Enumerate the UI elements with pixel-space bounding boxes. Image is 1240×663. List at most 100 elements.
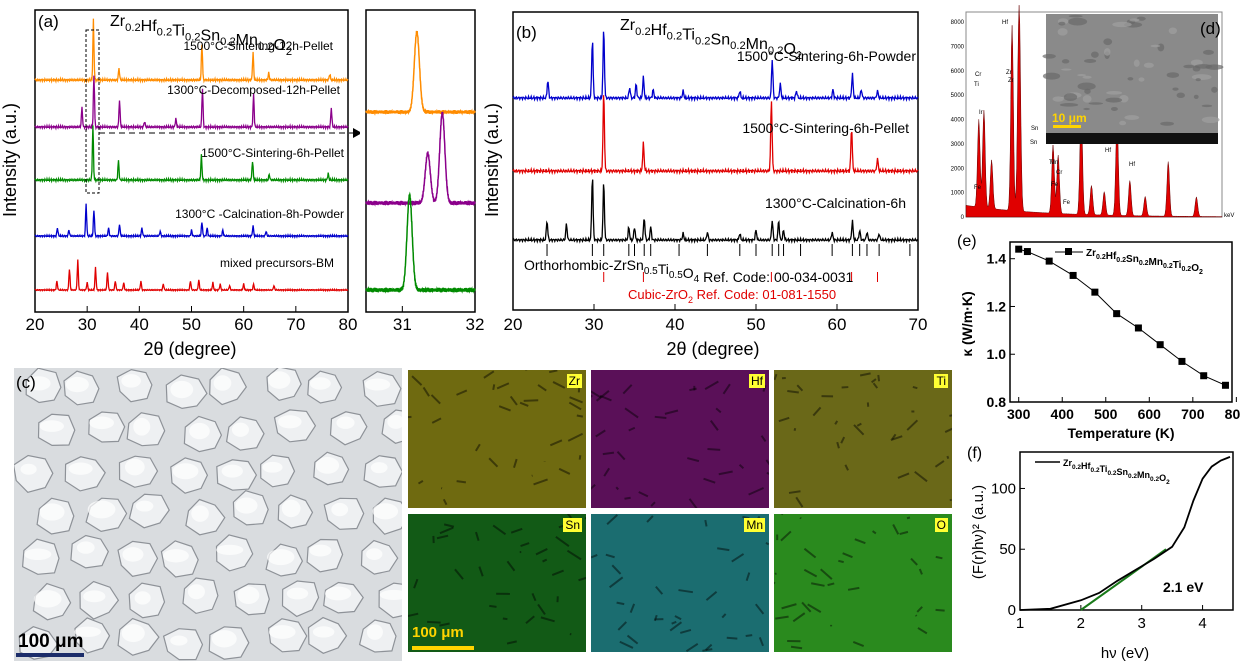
grain-boundary [549, 439, 563, 447]
grain-boundary [489, 604, 497, 608]
grain-boundary [519, 401, 529, 407]
tick-label: 30 [78, 315, 97, 334]
grain-highlight [331, 502, 349, 517]
element-label: Hf [1002, 20, 1008, 26]
x-unit: keV [1224, 213, 1234, 219]
grain-boundary [705, 591, 718, 601]
grain-boundary [502, 617, 508, 621]
element-label: Fe [1051, 182, 1059, 188]
grain-boundary [558, 467, 571, 475]
grain-boundary [949, 414, 952, 417]
y-axis-label: Intensity (a.u.) [0, 103, 20, 217]
series-label: 1300°C-Decomposed-12h-Pellet [167, 83, 341, 97]
tick-label: 31 [393, 315, 412, 334]
series-labels: 1500°C-Sintering-6h-Powder 1500°C-Sinteri… [737, 48, 916, 211]
grain-boundary [431, 417, 442, 424]
tick-label: 5000 [951, 93, 965, 99]
grain-boundary [758, 637, 764, 647]
element-label: Sn [1030, 140, 1037, 146]
panel-label: (b) [516, 23, 537, 42]
grain-boundary [790, 645, 803, 650]
formula-text: Zr0.2Hf0.2Ti0.2Sn0.2Mn0.2O2 [110, 13, 292, 58]
grain-boundary [807, 603, 822, 613]
texture-spot [1068, 14, 1083, 18]
grain-boundary [567, 432, 584, 442]
grain-highlight [366, 624, 383, 640]
panel-label: (f) [967, 445, 982, 462]
series-label: 1500°C-Sintering-6h-Powder [737, 48, 916, 64]
grain-highlight [309, 544, 332, 557]
grain-boundary [742, 516, 750, 520]
element-tag: O [934, 518, 948, 532]
grain-highlight [170, 380, 194, 399]
grain-highlight [68, 462, 93, 475]
tick-label: 32 [466, 315, 485, 334]
texture-spot [1166, 72, 1180, 78]
texture-spot [1201, 104, 1213, 108]
grain-boundary [408, 612, 419, 618]
grain-boundary [689, 387, 697, 392]
grain-boundary [946, 455, 950, 460]
tick-label: 4 [1198, 615, 1206, 632]
grain-highlight [237, 586, 260, 605]
texture-spot [1112, 21, 1132, 28]
grain-boundary [584, 517, 586, 520]
panel-label: (a) [38, 12, 59, 31]
data-point [1023, 248, 1031, 256]
grain-boundary [705, 643, 713, 651]
map-texture [408, 370, 584, 506]
grain-boundary [820, 568, 833, 580]
grain-highlight [24, 548, 52, 561]
data-point [1156, 341, 1164, 349]
grain-boundary [605, 553, 615, 559]
grain-boundary [704, 380, 719, 390]
texture-spot [1061, 68, 1072, 71]
legend-label: Zr0.2Hf0.2Sn0.2Mn0.2Ti0.2O2 [1086, 248, 1203, 276]
tick-label: 1.2 [987, 298, 1007, 314]
panel-f-chart: (f) 1 2 3 4 0 50 100 Zr0.2Hf0.2Ti0.2Sn0.2Mn0.2… [967, 445, 1234, 662]
data-point [1045, 257, 1053, 265]
grain-boundary [811, 582, 825, 587]
edx-spectrum [965, 5, 1223, 218]
grain-boundary [578, 576, 586, 582]
grain-highlight [213, 375, 232, 391]
grain-boundary [646, 515, 654, 523]
tick-label: 60 [828, 315, 847, 334]
grain-boundary [488, 457, 499, 468]
grain-highlight [189, 422, 210, 440]
grain-highlight [231, 422, 249, 437]
grain-boundary [506, 640, 517, 645]
grain-boundary [842, 552, 853, 559]
grain-boundary [533, 478, 548, 486]
tick-label: 4000 [951, 118, 965, 124]
grain-highlight [87, 500, 116, 519]
texture-spot [1124, 115, 1140, 120]
grain-highlight [267, 549, 295, 566]
legend-marker [1065, 248, 1072, 255]
series-labels: 1500°C-Sintering-12h-Pellet 1300°C-Decomp… [167, 39, 345, 270]
texture-spot [1191, 74, 1212, 80]
grain-highlight [76, 541, 95, 554]
grain-highlight [309, 377, 331, 390]
texture-spot [1103, 48, 1111, 56]
tick-label: 40 [666, 315, 685, 334]
series-line [365, 30, 476, 116]
grain-boundary [552, 381, 566, 389]
grain-boundary [793, 427, 797, 431]
grain-highlight [124, 458, 145, 476]
edx-map-o: O [774, 514, 952, 652]
grain-highlight [211, 630, 237, 648]
series-line [34, 75, 349, 131]
series-line [34, 259, 349, 293]
grain-highlight [83, 590, 106, 603]
grain-boundary [853, 424, 865, 436]
grain-boundary [475, 443, 481, 452]
series-line [512, 179, 919, 245]
grain-boundary [906, 516, 911, 520]
data-point [1091, 288, 1099, 296]
data-point [1069, 271, 1077, 279]
tick-label: 1.4 [987, 251, 1007, 267]
tick-label: 80 [339, 315, 358, 334]
texture-spot [1091, 51, 1099, 58]
panel-c-micrograph: 100 μm (c) [14, 368, 402, 661]
